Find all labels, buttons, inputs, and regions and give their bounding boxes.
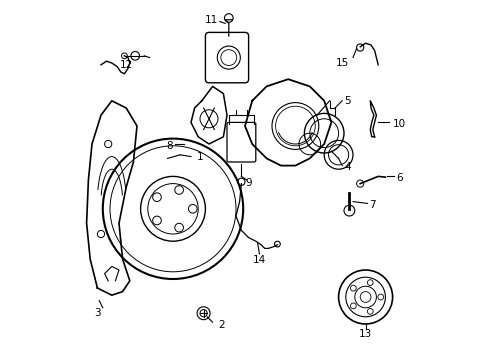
Text: 9: 9 bbox=[245, 177, 252, 188]
Text: 5: 5 bbox=[344, 96, 351, 106]
Text: 13: 13 bbox=[359, 329, 372, 339]
Text: 14: 14 bbox=[253, 255, 266, 265]
Text: 6: 6 bbox=[396, 173, 403, 183]
Text: 10: 10 bbox=[392, 119, 406, 129]
Text: 12: 12 bbox=[120, 60, 133, 70]
Text: 8: 8 bbox=[167, 141, 173, 151]
Text: 7: 7 bbox=[369, 200, 376, 210]
Text: 11: 11 bbox=[205, 15, 218, 25]
Text: 4: 4 bbox=[344, 162, 351, 172]
Text: 2: 2 bbox=[218, 320, 225, 330]
Text: 1: 1 bbox=[196, 152, 203, 162]
Text: 15: 15 bbox=[336, 58, 349, 68]
Text: 3: 3 bbox=[94, 308, 101, 318]
